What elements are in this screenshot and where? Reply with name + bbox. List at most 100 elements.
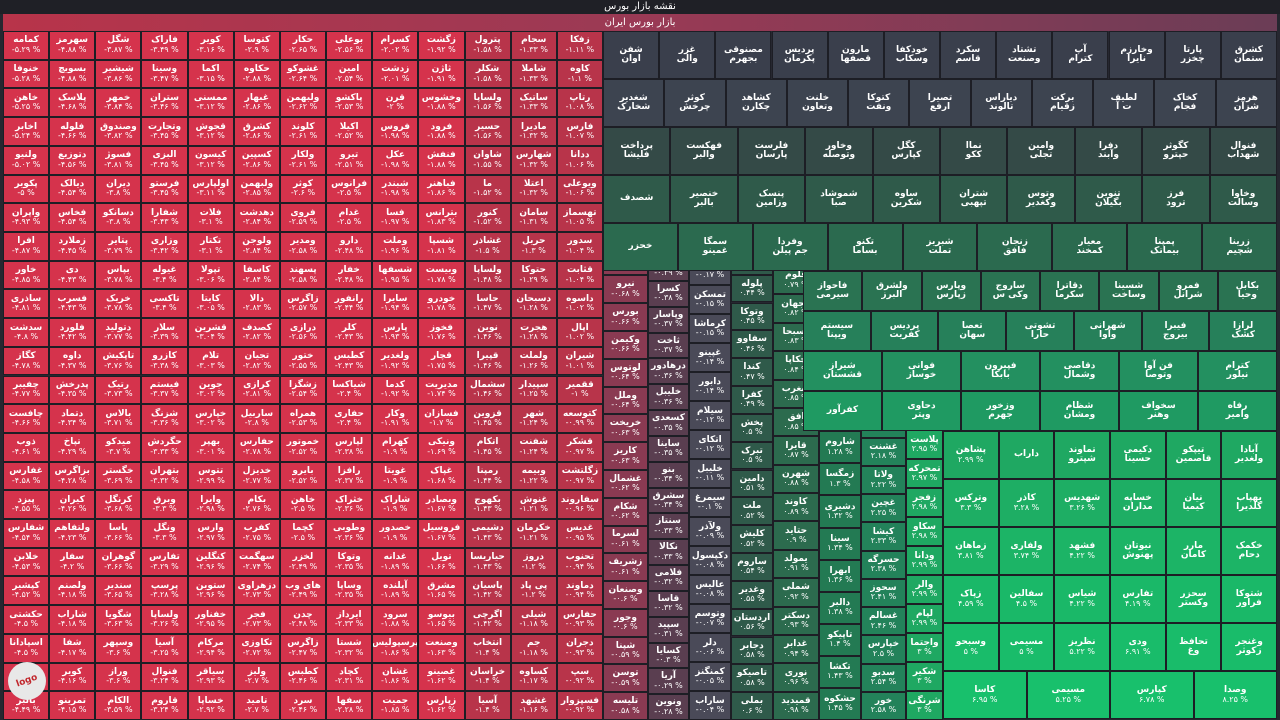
stock-tile[interactable]: ولنیو -۵.۰۲ %	[3, 145, 50, 175]
stock-tile[interactable]: شهر -۱.۲۴ %	[510, 404, 557, 433]
stock-tile[interactable]: کرنگل -۳.۶۸ %	[95, 490, 142, 520]
stock-tile[interactable]: خموتور -۲.۵۲ %	[279, 432, 327, 462]
stock-tile[interactable]: سدور -۱.۰۴ %	[556, 231, 603, 261]
stock-tile[interactable]: ختور -۲.۵۵ %	[279, 346, 327, 376]
stock-tile[interactable]: لخزر -۲.۴۹ %	[279, 547, 327, 577]
stock-tile[interactable]: کگوثر حپترو	[1142, 127, 1210, 175]
stock-tile[interactable]: شاروم ۱.۲۸ %	[819, 431, 861, 464]
stock-tile[interactable]: وتوس وکغدیر	[1007, 175, 1075, 223]
stock-tile[interactable]: اخابر -۵.۲۴ %	[3, 117, 50, 146]
stock-tile[interactable]: بایرو -۲.۵۲ %	[279, 461, 327, 491]
stock-tile[interactable]: هرمز شزآن	[1215, 79, 1277, 127]
stock-tile[interactable]: زپارس -۱.۶۲ %	[418, 691, 465, 720]
stock-tile[interactable]: قپیرا -۱.۴۶ %	[464, 346, 511, 376]
stock-tile[interactable]: غشان -۱.۸۶ %	[372, 662, 419, 692]
stock-tile[interactable]: دامین ۰.۵۱ %	[731, 469, 773, 498]
stock-tile[interactable]: خاور -۴.۸۵ %	[3, 260, 50, 290]
stock-tile[interactable]: لوتوس -۰.۶۴ %	[603, 358, 648, 387]
stock-tile[interactable]: تبرک ۰.۵ %	[731, 441, 773, 470]
stock-tile[interactable]: حکار -۲.۶۵ %	[279, 31, 327, 60]
stock-tile[interactable]: غزر والی	[659, 31, 716, 79]
stock-tile[interactable]: البزی -۳.۴۵ %	[141, 145, 188, 175]
stock-tile[interactable]: ولیز -۲.۷ %	[233, 662, 280, 692]
stock-tile[interactable]: سیلام -۰.۱۲ %	[689, 401, 731, 430]
stock-tile[interactable]: ولاتا ۲.۲۲ %	[861, 465, 906, 495]
stock-tile[interactable]: پتایر -۳.۷۹ %	[95, 231, 142, 261]
stock-tile[interactable]: وتجارت -۳.۴۵ %	[141, 117, 188, 146]
stock-tile[interactable]: دلر -۰.۰۶ %	[689, 633, 731, 662]
stock-tile[interactable]: تپولا -۳.۰۶ %	[187, 260, 234, 290]
stock-tile[interactable]: پلوله ۰.۴۴ %	[731, 274, 773, 303]
stock-tile[interactable]: فخوز -۱.۷۶ %	[418, 318, 465, 347]
stock-tile[interactable]: تتوس -۲.۹۹ %	[187, 461, 234, 491]
stock-tile[interactable]: غویتا -۱.۹ %	[372, 461, 419, 491]
stock-tile[interactable]: تصیرا ارفع	[909, 79, 971, 127]
stock-tile[interactable]: پرسپولیس -۱.۸۶ %	[372, 633, 419, 663]
stock-tile[interactable]: حکشتی -۴.۵ %	[3, 605, 50, 634]
stock-tile[interactable]: زنجان فافق	[977, 223, 1053, 271]
stock-tile[interactable]: سپ -۰.۹۲ %	[556, 662, 603, 692]
stock-tile[interactable]: فمرو شرانل	[1158, 271, 1218, 311]
stock-tile[interactable]: ونوین -۰.۲۸ %	[648, 694, 689, 720]
stock-tile[interactable]: برکت زقیام	[1031, 79, 1094, 127]
stock-tile[interactable]: ستوین -۲.۹۶ %	[187, 576, 234, 606]
stock-tile[interactable]: بکام -۲.۷۶ %	[233, 490, 280, 520]
stock-tile[interactable]: لطیف ت آ	[1093, 79, 1155, 127]
stock-tile[interactable]: های وب -۲.۴۹ %	[279, 576, 327, 606]
stock-tile[interactable]: انتخاب -۱.۴ %	[464, 633, 511, 663]
stock-tile[interactable]: پرسپ -۳.۲۸ %	[141, 576, 188, 606]
stock-tile[interactable]: نیوتان پهنوش	[1110, 527, 1166, 575]
stock-tile[interactable]: شفن اوان	[603, 31, 660, 79]
stock-tile[interactable]: سفالین ۴.۵ %	[998, 575, 1055, 623]
stock-tile[interactable]: سمگا غمینو	[677, 223, 753, 271]
stock-tile[interactable]: کهرام -۱.۹ %	[372, 432, 419, 462]
stock-tile[interactable]: قشکر -۰.۹۷ %	[556, 432, 603, 462]
stock-tile[interactable]: شیراز قشستان	[803, 351, 882, 391]
stock-tile[interactable]: ولبهمن -۲.۶۲ %	[279, 88, 327, 118]
stock-tile[interactable]: فیبرا بیروج	[1141, 311, 1210, 351]
stock-tile[interactable]: غشنت ۲.۱۸ %	[861, 437, 906, 466]
stock-tile[interactable]: وملت -۱.۹۶ %	[372, 231, 419, 261]
stock-tile[interactable]: ولتفاهم -۴.۲۳ %	[49, 519, 96, 548]
stock-tile[interactable]: کساوه -۱.۱۷ %	[510, 662, 557, 692]
stock-tile[interactable]: کشاهد چکارن	[725, 79, 787, 127]
stock-tile[interactable]: حگردش -۳.۳۳ %	[141, 432, 188, 462]
stock-tile[interactable]: ممسنی -۳.۱۲ %	[187, 88, 234, 118]
stock-tile[interactable]: وتوکا -۲.۳۵ %	[326, 547, 373, 577]
stock-tile[interactable]: نوری ۰.۹۶ %	[773, 663, 819, 692]
stock-tile[interactable]: دحاوی وپتر	[882, 391, 961, 431]
stock-tile[interactable]: والر ۲.۹۹ %	[906, 575, 943, 604]
stock-tile[interactable]: هجرت -۱.۲۸ %	[510, 318, 557, 347]
stock-tile[interactable]: شیران -۱.۰۱ %	[556, 346, 603, 376]
stock-tile[interactable]: کاسا ۶.۹۵ %	[943, 671, 1027, 719]
stock-tile[interactable]: ملت ۰.۵۲ %	[731, 497, 773, 526]
stock-tile[interactable]: سندیر -۳.۶۵ %	[95, 576, 142, 606]
stock-tile[interactable]: بهپاب گلدیرا	[1221, 479, 1277, 527]
stock-tile[interactable]: تیپکو قاصمین	[1165, 431, 1222, 479]
stock-tile[interactable]: کفرآور	[803, 391, 882, 431]
stock-tile[interactable]: لپارس -۲.۳۸ %	[326, 432, 373, 462]
stock-tile[interactable]: خفار -۲.۴۸ %	[326, 260, 373, 290]
stock-tile[interactable]: تمحرکه ۲.۹۷ %	[906, 459, 943, 488]
stock-tile[interactable]: شگل -۳.۸۷ %	[95, 31, 142, 60]
stock-tile[interactable]: فسوژ -۳.۸۱ %	[95, 145, 142, 175]
stock-tile[interactable]: دفرا وآبند	[1074, 127, 1143, 175]
stock-tile[interactable]: نماا ککو	[940, 127, 1008, 175]
stock-tile[interactable]: شتوکا فراور	[1221, 575, 1277, 623]
stock-tile[interactable]: شملی ۰.۹۲ %	[773, 578, 819, 607]
stock-tile[interactable]: وتوکا ۰.۴۵ %	[731, 302, 773, 331]
stock-tile[interactable]: کرماشا -۰.۱۵ %	[689, 314, 731, 343]
stock-tile[interactable]: خحزر	[603, 223, 678, 271]
stock-tile[interactable]: قاسا -۰.۳۲ %	[648, 590, 689, 617]
stock-tile[interactable]: ودانا ۲.۹۹ %	[906, 546, 943, 575]
stock-tile[interactable]: پردیس پکرمان	[771, 31, 828, 79]
stock-tile[interactable]: پلاسک -۴.۶۸ %	[49, 88, 96, 118]
stock-tile[interactable]: سلار -۳.۳۹ %	[141, 318, 188, 347]
stock-tile[interactable]: وصنعان -۰.۶ %	[603, 581, 648, 609]
stock-tile[interactable]: قشرین -۳.۰۴ %	[187, 318, 234, 347]
stock-tile[interactable]: فرستو -۳.۴۵ %	[141, 174, 188, 204]
stock-tile[interactable]: ونیکی -۱.۶۹ %	[418, 432, 465, 462]
stock-tile[interactable]: مارر کامان	[1165, 527, 1222, 575]
stock-tile[interactable]: دجران -۰.۹۳ %	[556, 633, 603, 663]
stock-tile[interactable]: ولشرق البرز	[862, 271, 922, 311]
